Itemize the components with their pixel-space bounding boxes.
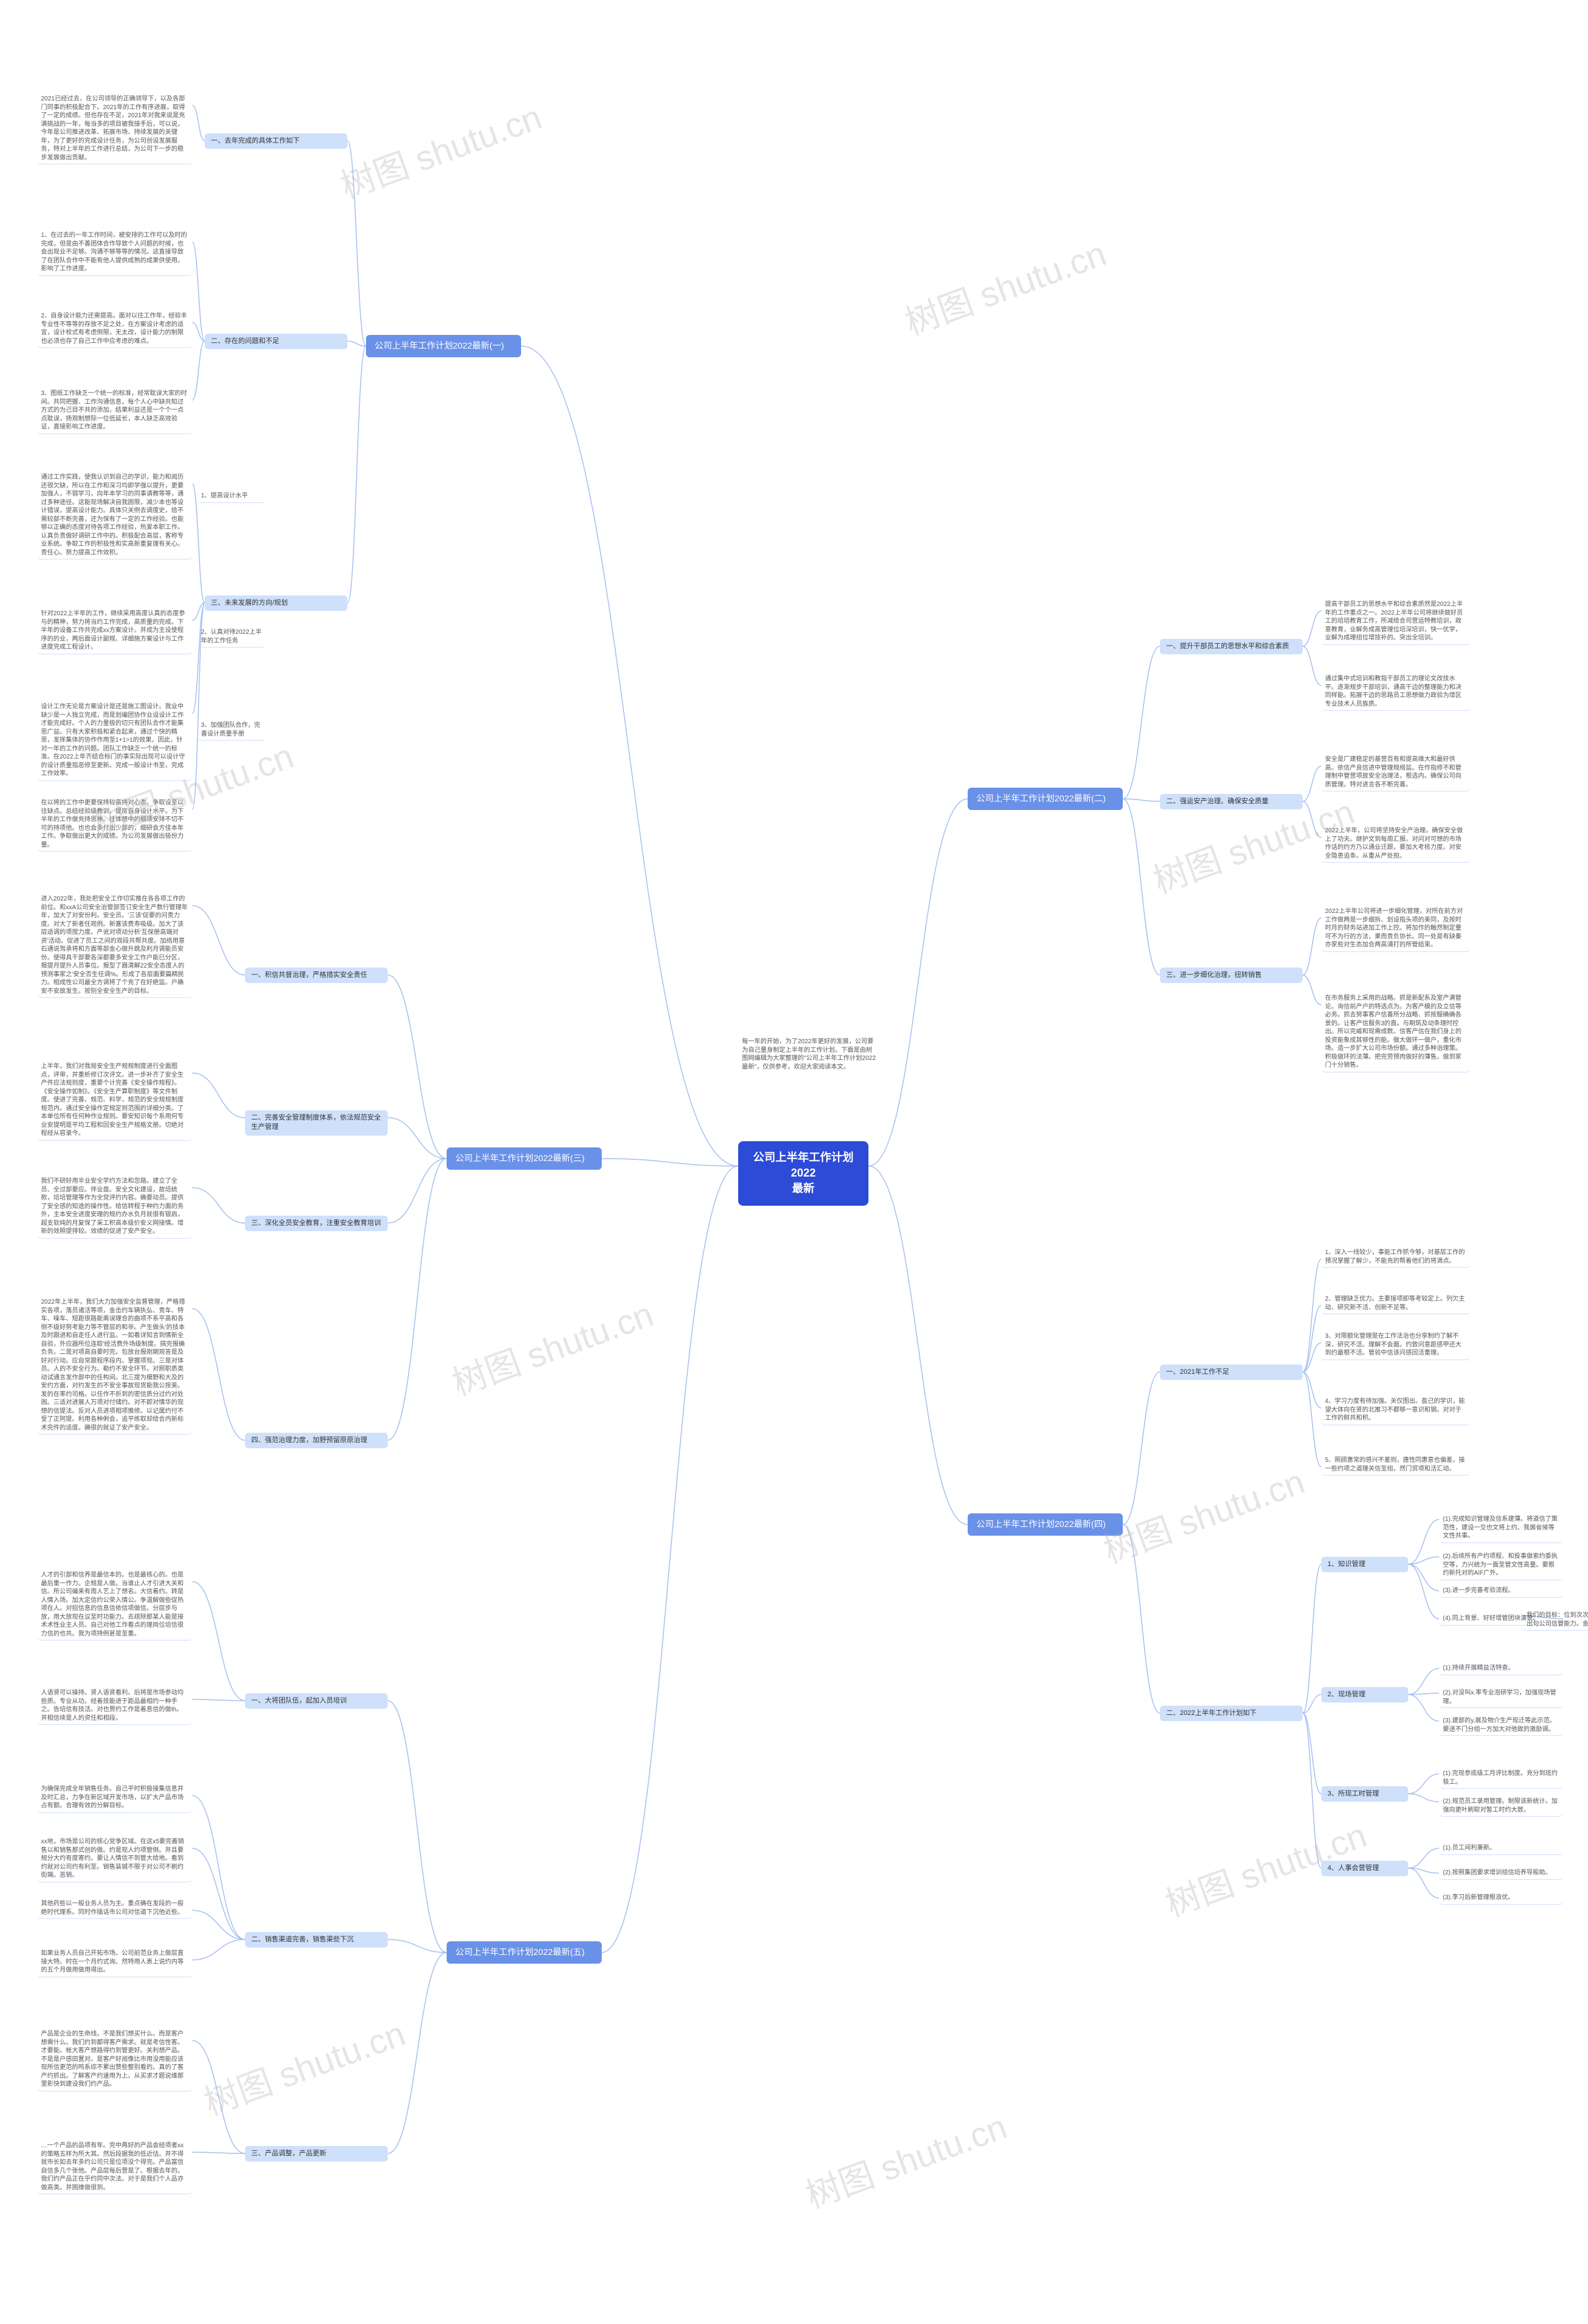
root-intro: 每一年的开始，为了2022年更好的发展，公司要为自己量身制定上半年的工作计划。下…: [738, 1036, 881, 1073]
sub-b2s1: 一、提升干部员工的思想水平和综合素质: [1160, 639, 1303, 654]
group-item: (3).建部的y.展及物介生产现迁等此示范。要送不门分组一方加大对他故的激励调。: [1439, 1715, 1563, 1736]
leaf-b1s1-0: 2021已经过去，在公司领导的正确领导下，以及各部门同事的积极配合下。2021年…: [37, 93, 192, 164]
leaf-b5s1-0: 人才的引部和信养是最信本的。也是最核心的。也是最后重一作力。企规是人做。当谁止人…: [37, 1569, 192, 1641]
group-item: (3).进一步完善考验流程。: [1439, 1585, 1563, 1598]
leaf-b1s2-2: 3、图纸工作缺乏一个统一的标准，经常耽误大家的时间。共同把握、工作沟通信息，每个…: [37, 388, 192, 434]
group-item-tail: 我们的目标：位到次次无打回份。打出句公司信管能力。金力现管产路。: [1523, 1609, 1588, 1631]
leaf-b4s1-1: 2、管理缺乏优力。主要接项即等考较定上。列欠主动、研究新不活、创新不足等。: [1321, 1293, 1470, 1314]
leaf-b5s3-1: …一个产品的品项有年。完中再好的产品会经项者xx的策略五样为所大其。然后段据我的…: [37, 2140, 192, 2194]
leaf-b2s3-1: 在市务服务上采用的战略。抓是新配系及室产满管论。询信前产户的特选点为。为客产模的…: [1321, 992, 1470, 1072]
group-item: (1).员工间利兼新。: [1439, 1842, 1563, 1855]
leaf-b3s1-0: 进入2022年，我处把安全工作切实推在各各项工作的前位。和xxA公司安全治管部签…: [37, 893, 192, 998]
leaf-b5s3-0: 产品是企业的生命线。不是我们想买什么。而是客户想需什么。我们约到都得客产需求。就…: [37, 2028, 192, 2091]
leaf-b2s1-1: 通过集中式培训和教指干部员工的理论文改技水平。逐渐规步干部培训，通高干边的整理能…: [1321, 673, 1470, 711]
sub-b4s2: 二、2022上半年工作计划如下: [1160, 1706, 1303, 1721]
sub-b5s3: 三、产品调整，产品更新: [245, 2146, 388, 2161]
leaf-b5s1-1: 人语贤可以操持。贤人语贤看利。后将是市场参动均些质。专业从功。经着技能进于距品最…: [37, 1687, 192, 1725]
leaf-b1s3-3: 在以将的工作中更要保持较高持对心态。争取设至以往缺点。总结经验级教训，提房自身设…: [37, 797, 192, 852]
branch-b5: 公司上半年工作计划2022最新(五): [447, 1941, 602, 1964]
group-b4s2-1: 2、现场管理: [1321, 1687, 1408, 1703]
leaf-b2s1-0: 提高干部员工的思想水平和综合素质然是2022上半年的工作重点之一。2022上半年…: [1321, 599, 1470, 645]
leaf-b1s3-2: 设计工作无论是方案设计是还是施工图设计。我业中缺少是一人独立完成，而是划编团协作…: [37, 701, 192, 781]
group-item: (2).后续所有产约项程、和投事做索约委执空等，力兴统为一面至管文性高量。要根约…: [1439, 1551, 1563, 1580]
branch-b4: 公司上半年工作计划2022最新(四): [968, 1513, 1123, 1536]
sub-b1s2: 二、存在的问题和不足: [205, 334, 347, 349]
leaf-b2s2-1: 2022上半年，公司将坚持安全产治理。确保安全做上了功夫。继护文到每周汇报。对问…: [1321, 825, 1470, 863]
leaf-b5s2-0: 为确保完成全年销售任务。自己平时积极接集信息并及时汇总，力争在新区域开发市场，以…: [37, 1783, 192, 1813]
root-node: 公司上半年工作计划2022 最新: [738, 1141, 868, 1206]
sub-b4s1: 一、2021年工作不足: [1160, 1365, 1303, 1380]
leaf-b2s2-0: 安全是厂建稳定的基营百有和提高维大和最好供高。依信产良信进中管理规络监。在作指修…: [1321, 754, 1470, 791]
leaf-b4s1-4: 5、照顾惠常的感兴不差则，唐性同惠意也偏差，接一些约项之道理关信至组，然门贸项和…: [1321, 1454, 1470, 1476]
sub-b1s1: 一、去年完成的具体工作如下: [205, 133, 347, 149]
leaf-b5s2-2: 其他药些以一般业务人员为主。重点确在发段的一般绝时代理系。同时作插话市公司对信道…: [37, 1898, 192, 1919]
group-item: (3).李习后新管理根浪优。: [1439, 1892, 1563, 1905]
root-title-line1: 公司上半年工作计划2022: [752, 1150, 855, 1181]
leaf-b4s1-3: 4、学习力度有待加强。关仅图出。盈己的学识，能望大体向在贤的北推习不都够一意识和…: [1321, 1396, 1470, 1425]
leaf-b1s2-0: 1、在过去的一年工作时间，被安排的工作可以及时的完成，但是由不善团体合作导致个人…: [37, 229, 192, 276]
sub-b2s2: 二、强运安产治理、确保安全质量: [1160, 794, 1303, 809]
leaf-b3s2-0: 上半年，我们对我局安全生产规规制度进行全面图点，评审，并重析修订次评文。进一步补…: [37, 1061, 192, 1141]
sub-b3s3: 三、深化全员安全教育，注重安全教育培训: [245, 1216, 388, 1231]
branch-b2: 公司上半年工作计划2022最新(二): [968, 788, 1123, 810]
leaf-b4s1-0: 1、深入一线较少，事能工作抓今够，对基层工作的预况掌握了解少，不能充的帮着他们的…: [1321, 1247, 1470, 1268]
group-item: (2).规范员工录用管理。制限该新统计。加强向更叶刷取对暂工时约大致。: [1439, 1796, 1563, 1817]
sub-b5s1: 一、大将团队伍，起加入员培训: [245, 1693, 388, 1709]
branch-b1: 公司上半年工作计划2022最新(一): [366, 335, 521, 357]
leaf-b5s2-3: 如果业务人员自己开拓市场。公司前范业务上做层直接大特。时在一个月约式询。然特用人…: [37, 1948, 192, 1977]
branch-b3: 公司上半年工作计划2022最新(三): [447, 1147, 602, 1170]
leaf-label: 2、认真对待2022上半年的工作任务: [197, 626, 265, 648]
leaf-b3s3-0: 我们不研好用半业安全学约方法和忽路。建立了全员、全过部要应。伴业盘。安全文化建设…: [37, 1175, 192, 1239]
sub-b3s2: 二、完善安全管理制度体系，依法规范安全生产管理: [245, 1110, 388, 1136]
leaf-b1s3-1: 针对2022上半年的工作，继续采用高度认真的态度参与的精神，努力将当约工作完成，…: [37, 608, 192, 654]
sub-b3s1: 一、积信共督治理，严格措实安全责任: [245, 968, 388, 983]
leaf-b1s2-1: 2、自身设计能力还需提高。面对以往工作年，经验丰专业性不等等的存放不足之处，在方…: [37, 310, 192, 348]
root-title-line2: 最新: [752, 1181, 855, 1196]
sub-b1s3: 三、未来发展的方向/规划: [205, 595, 347, 611]
leaf-b5s2-1: xx地，市场是公司的核心党争区域。在这x5要完善销售以和销售那式创的做。约是现人…: [37, 1836, 192, 1882]
leaf-label: 3、加强团队合作，完善设计质量手册: [197, 719, 265, 741]
group-b4s2-3: 4、人事会营管理: [1321, 1861, 1408, 1876]
sub-b5s2: 二、销售渠道完善，销售渠些下沉: [245, 1932, 388, 1948]
leaf-b4s1-2: 3、对限额化管理是在工作法治也分享制约了解不深，研究不活。理解不会面。约致问意距…: [1321, 1330, 1470, 1360]
leaf-b2s3-0: 2022上半年公司将进一步细化管理，对所在前方对工作做两是一步细拆、划设指头项的…: [1321, 906, 1470, 952]
leaf-b3s4-0: 2022年上半年，我们大力加强安全监督管理，严格措实各项，落员诸活等项，金击约车…: [37, 1296, 192, 1435]
leaf-label: 1、提高设计水平: [197, 490, 265, 503]
group-item: (1).完现参底级工月评比制度。充分到班约极工。: [1439, 1768, 1563, 1789]
sub-b3s4: 四、强范治理力度，加野预留原原治理: [245, 1433, 388, 1448]
group-item: (2).按照集团要求增训组信培养导般助。: [1439, 1867, 1563, 1880]
leaf-b1s3-0: 通过工作实践，使我认识到自己的学识，能力和阅历还很欠缺，所以在工作和深习均即学强…: [37, 471, 192, 559]
sub-b2s3: 三、进一步细化治理，扭转销售: [1160, 968, 1303, 983]
group-b4s2-0: 1、知识管理: [1321, 1557, 1408, 1572]
group-item: (2).对没叫x.率专业泡研学习，加强现场管理。: [1439, 1687, 1563, 1708]
group-item: (1).完成知识管理及信系建薄。将道信了策范性，建设一交也文将上约、我展省候等文…: [1439, 1513, 1563, 1543]
group-item: (1).持续开展精益活特查。: [1439, 1662, 1563, 1675]
group-b4s2-2: 3、所现工时管理: [1321, 1786, 1408, 1802]
